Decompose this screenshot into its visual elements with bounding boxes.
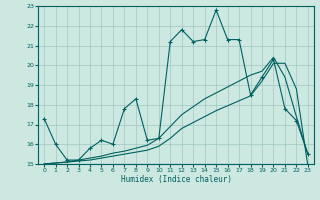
X-axis label: Humidex (Indice chaleur): Humidex (Indice chaleur)	[121, 175, 231, 184]
